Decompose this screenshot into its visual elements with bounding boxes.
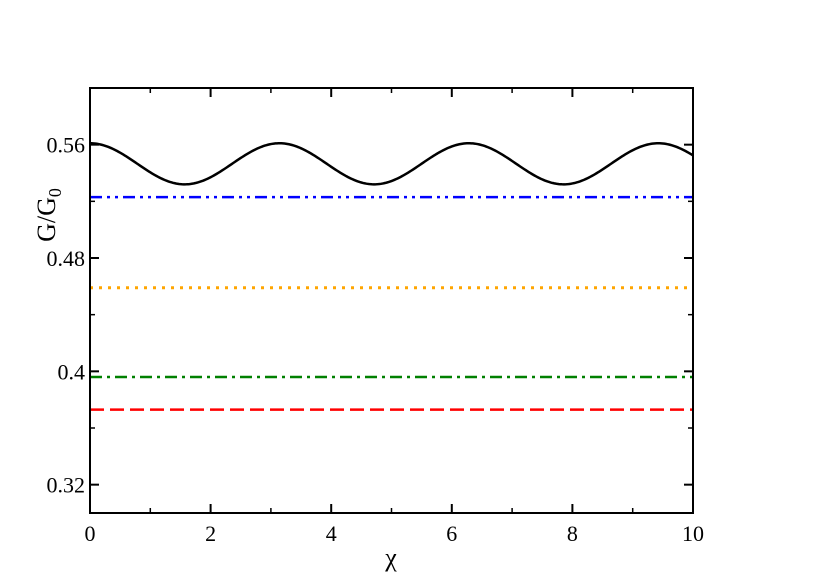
x-tick-label: 0 (85, 521, 96, 546)
x-axis-label: χ (384, 543, 397, 572)
y-axis-label-subscript: 0 (45, 188, 65, 197)
series-line-1 (89, 141, 694, 186)
y-axis-label: G/G0 (32, 188, 65, 242)
x-tick-label: 2 (205, 521, 216, 546)
x-tick-label: 8 (567, 521, 578, 546)
x-tick-label: 10 (682, 521, 704, 546)
x-tick-label: 4 (326, 521, 337, 546)
y-axis-label-main: G/G (32, 197, 61, 242)
plot-frame (89, 87, 694, 514)
y-tick-label: 0.56 (47, 133, 86, 158)
y-tick-label: 0.48 (47, 246, 86, 271)
tick-layer: 0 2 4 6 8 10 0.32 0.4 0.48 0.56 (47, 88, 704, 546)
y-tick-label: 0.4 (58, 359, 86, 384)
y-tick-label: 0.32 (47, 473, 86, 498)
x-tick-label: 6 (446, 521, 457, 546)
series-layer (89, 141, 694, 411)
